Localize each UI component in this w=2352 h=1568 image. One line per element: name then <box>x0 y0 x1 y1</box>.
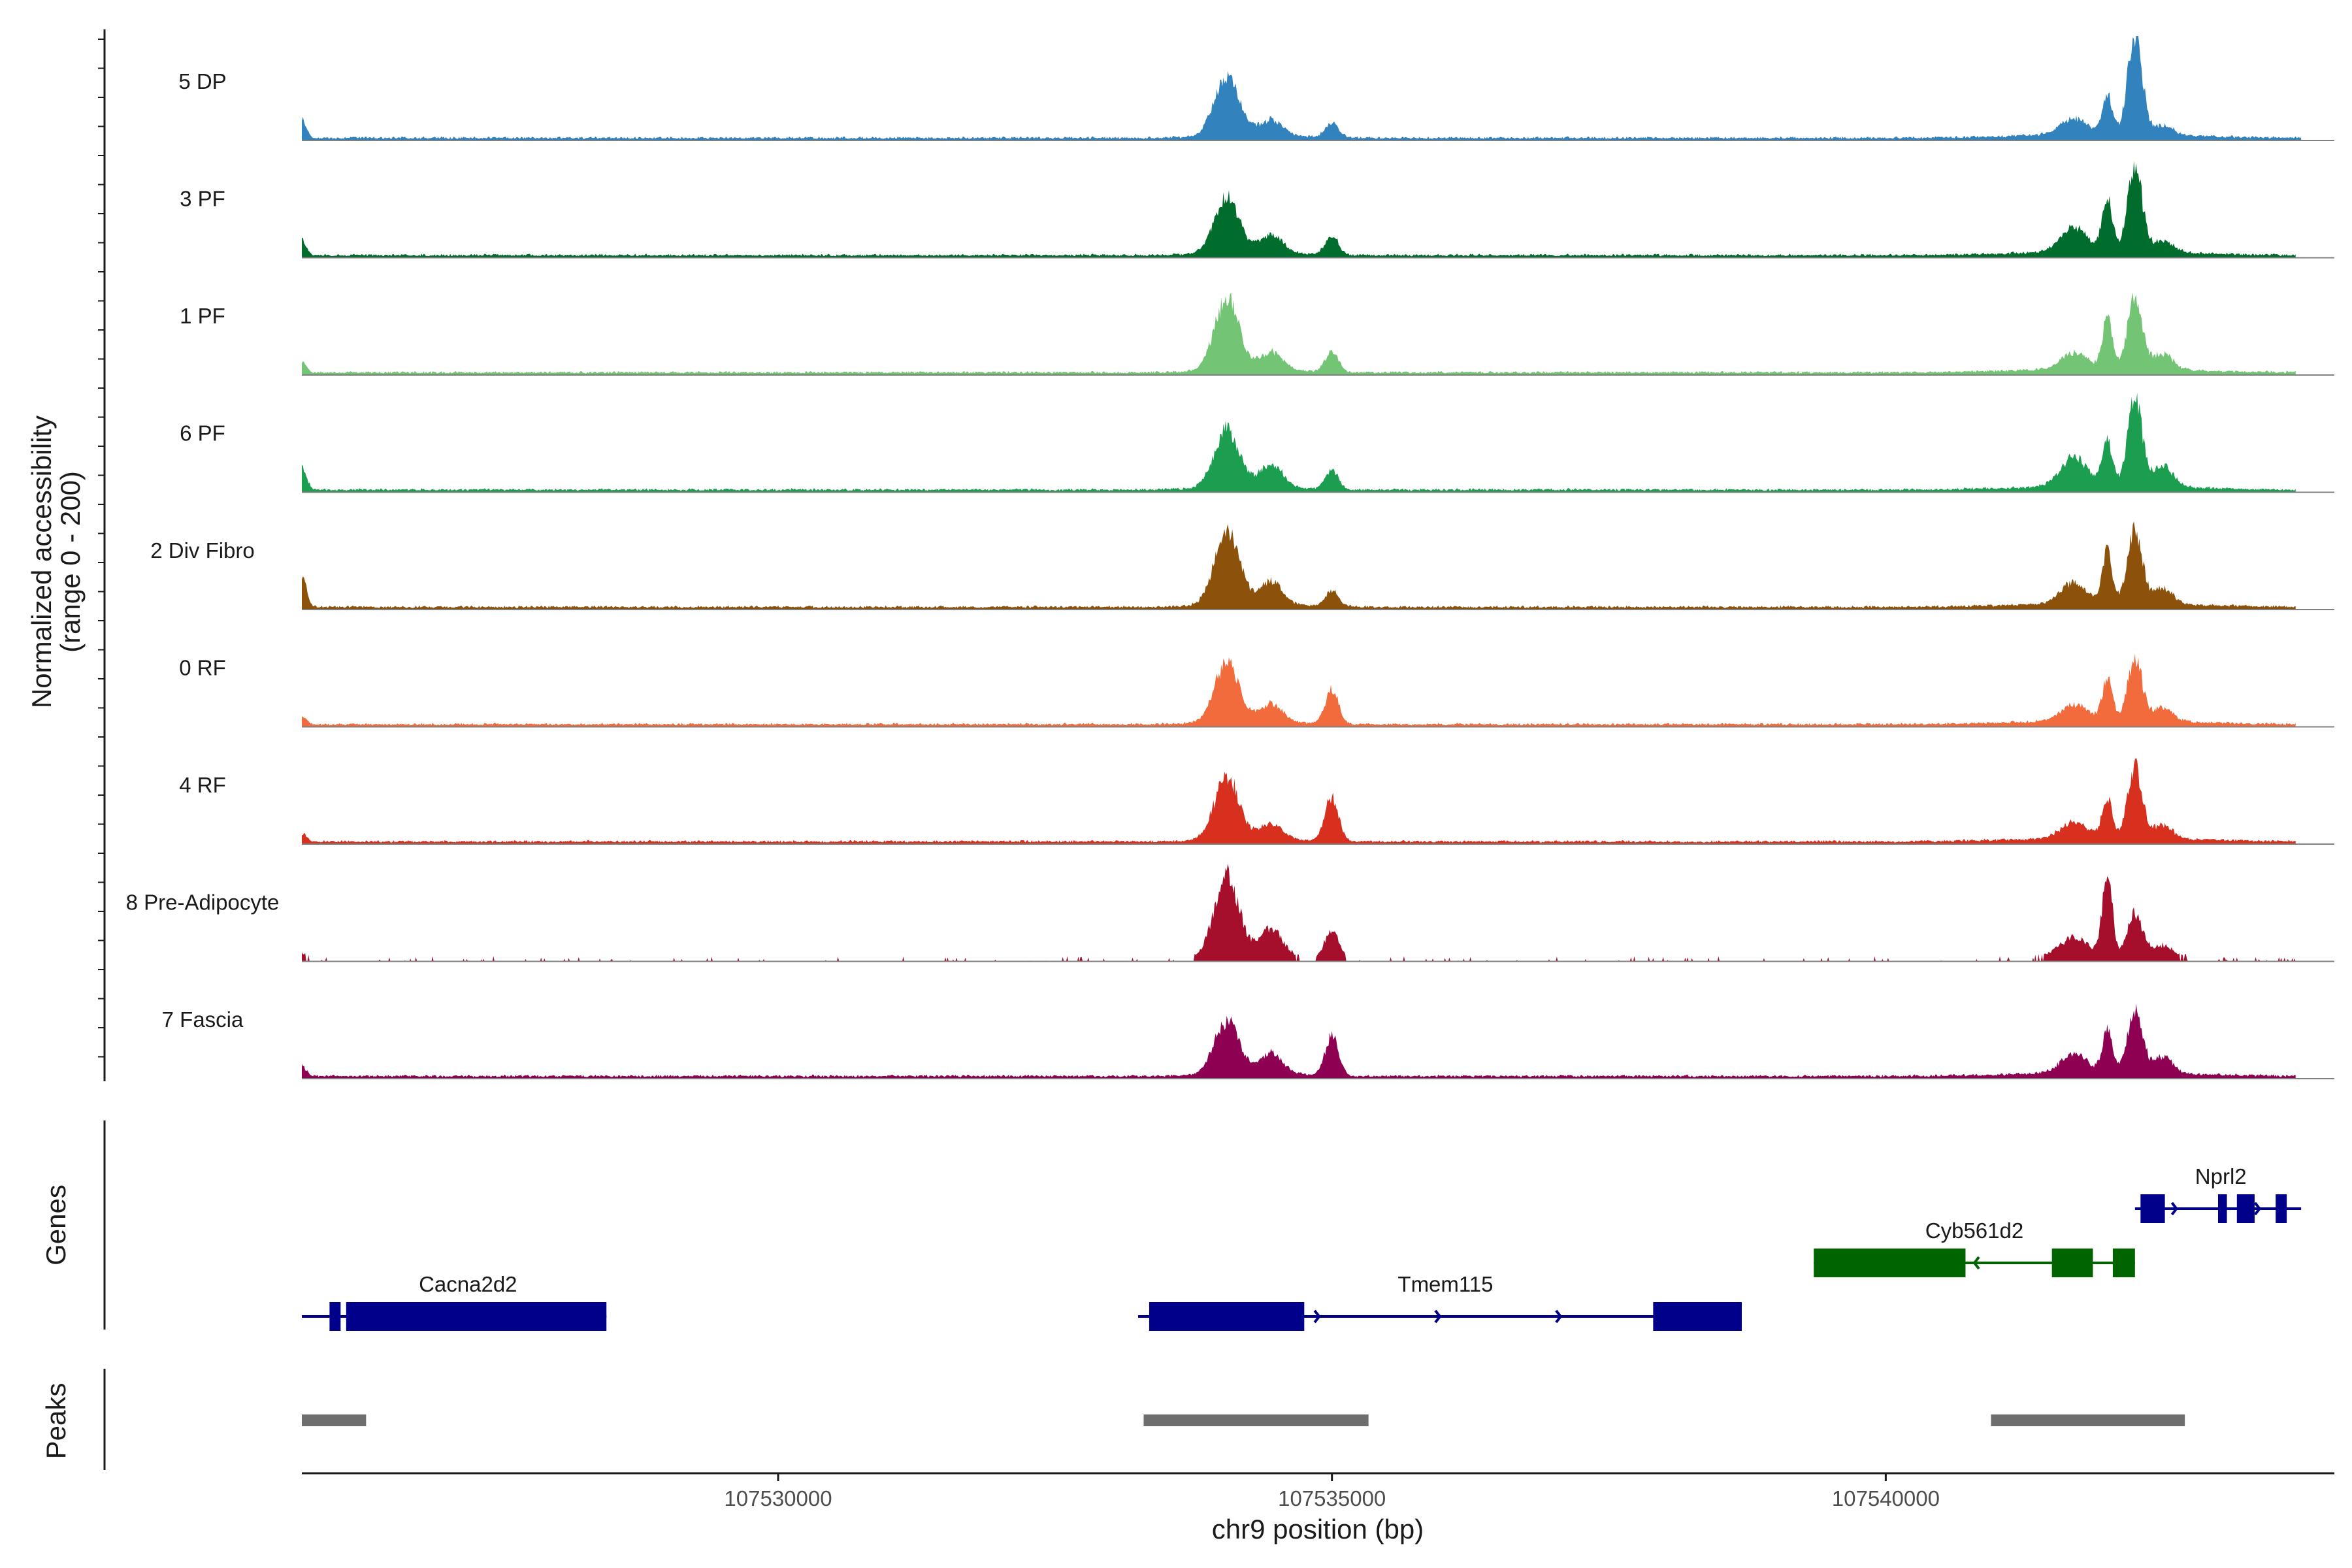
track-signal-6-pf <box>302 393 2296 493</box>
gene-label: Cyb561d2 <box>1925 1218 2023 1243</box>
track-6: 4 RF <box>179 758 2334 845</box>
track-1: 3 PF <box>180 161 2334 259</box>
gene-exon <box>1653 1302 1742 1331</box>
peak-region <box>1991 1414 2185 1426</box>
genes-track-title: Genes <box>41 1184 71 1266</box>
gene-label: Nprl2 <box>2195 1164 2247 1188</box>
x-axis-ticks: 107530000 107535000 107540000 <box>724 1473 1940 1511</box>
y-axis-minor-ticks <box>98 39 105 1058</box>
track-8: 7 Fascia <box>162 1004 2334 1079</box>
x-tick-label: 107540000 <box>1832 1486 1940 1511</box>
gene-cacna2d2: Cacna2d2 <box>302 1272 607 1331</box>
gene-nprl2: Nprl2 <box>2134 1164 2302 1223</box>
strand-arrow <box>1313 1309 1321 1324</box>
strand-arrow <box>2253 1201 2262 1216</box>
gene-exon <box>2140 1194 2165 1223</box>
gene-cyb561d2: Cyb561d2 <box>1814 1218 2135 1277</box>
track-label: 5 DP <box>178 69 226 93</box>
track-0: 5 DP <box>178 36 2334 141</box>
gene-exon <box>1814 1249 1966 1277</box>
strand-arrow <box>1972 1256 1980 1270</box>
track-label: 1 PF <box>180 304 225 328</box>
peak-region <box>302 1414 367 1426</box>
strand-arrow <box>1555 1309 1563 1324</box>
track-label: 6 PF <box>180 421 225 446</box>
gene-exon <box>329 1302 341 1331</box>
gene-label: Tmem115 <box>1397 1272 1493 1296</box>
track-signal-1-pf <box>302 292 2296 375</box>
track-signal-3-pf <box>302 161 2296 258</box>
track-signal-4-rf <box>302 758 2296 844</box>
track-signal-2-div-fibro <box>302 521 2296 610</box>
track-4: 2 Div Fibro <box>150 521 2334 610</box>
track-signal-0-rf <box>302 653 2296 727</box>
strand-arrow <box>1434 1309 1442 1324</box>
gene-exon <box>2276 1194 2287 1223</box>
strand-arrow <box>2170 1201 2178 1216</box>
gene-exon <box>1149 1302 1305 1331</box>
track-signal-5-dp <box>302 36 2302 140</box>
peaks-track <box>302 1414 2185 1426</box>
y-axis-title-line2: (range 0 - 200) <box>55 471 86 653</box>
track-label: 8 Pre-Adipocyte <box>126 890 280 915</box>
gene-exon <box>2051 1249 2093 1277</box>
peaks-track-title: Peaks <box>41 1383 71 1460</box>
track-2: 1 PF <box>180 292 2334 376</box>
gene-exon <box>2217 1194 2227 1223</box>
x-tick-label: 107530000 <box>724 1486 832 1511</box>
genes-track: Cacna2d2 Tmem115 Cyb561d2 Nprl2 <box>302 1164 2302 1331</box>
track-7: 8 Pre-Adipocyte <box>126 864 2334 962</box>
track-label: 0 RF <box>179 656 226 680</box>
track-label: 7 Fascia <box>162 1007 244 1032</box>
x-tick-label: 107535000 <box>1278 1486 1386 1511</box>
track-signal-8-pre-adipocyte <box>302 864 2296 962</box>
gene-tmem115: Tmem115 <box>1138 1272 1742 1331</box>
x-axis-title: chr9 position (bp) <box>1212 1514 1424 1544</box>
gene-exon <box>2118 1249 2135 1277</box>
track-5: 0 RF <box>179 653 2334 728</box>
track-3: 6 PF <box>180 393 2334 493</box>
track-signal-7-fascia <box>302 1004 2296 1079</box>
gene-exon <box>346 1302 607 1331</box>
gene-exon <box>2236 1194 2255 1223</box>
track-label: 4 RF <box>179 773 226 797</box>
peak-region <box>1143 1414 1369 1426</box>
track-label: 2 Div Fibro <box>150 538 255 563</box>
gene-label: Cacna2d2 <box>419 1272 517 1296</box>
y-axis-title-line1: Normalized accessibility <box>26 416 57 708</box>
accessibility-tracks: 5 DP 3 PF 1 PF 6 PF 2 Div Fibro 0 RF 4 RF 8 Pre… <box>126 36 2334 1079</box>
track-label: 3 PF <box>180 187 225 211</box>
